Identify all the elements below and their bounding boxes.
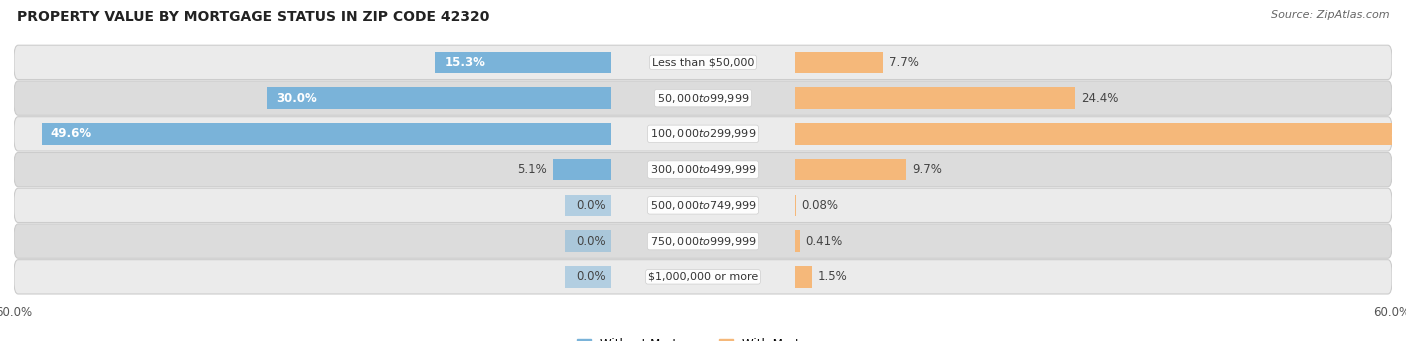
Bar [794, 159, 907, 180]
Text: $100,000 to $299,999: $100,000 to $299,999 [650, 127, 756, 140]
Bar [436, 51, 612, 73]
Text: 24.4%: 24.4% [1081, 92, 1118, 105]
Text: 56.2%: 56.2% [1391, 127, 1406, 140]
Text: 0.0%: 0.0% [576, 199, 606, 212]
Text: 30.0%: 30.0% [276, 92, 316, 105]
Bar [794, 87, 1076, 109]
Bar [565, 231, 612, 252]
Bar [794, 51, 883, 73]
FancyBboxPatch shape [14, 117, 1392, 151]
Bar [553, 159, 612, 180]
Text: 9.7%: 9.7% [912, 163, 942, 176]
Text: $300,000 to $499,999: $300,000 to $499,999 [650, 163, 756, 176]
Text: 0.08%: 0.08% [801, 199, 838, 212]
FancyBboxPatch shape [14, 152, 1392, 187]
Text: Less than $50,000: Less than $50,000 [652, 57, 754, 68]
Text: $750,000 to $999,999: $750,000 to $999,999 [650, 235, 756, 248]
Text: $1,000,000 or more: $1,000,000 or more [648, 272, 758, 282]
Text: 7.7%: 7.7% [889, 56, 920, 69]
Text: 15.3%: 15.3% [444, 56, 485, 69]
Text: 49.6%: 49.6% [51, 127, 91, 140]
Bar [794, 266, 813, 287]
FancyBboxPatch shape [14, 188, 1392, 223]
Text: 0.0%: 0.0% [576, 235, 606, 248]
FancyBboxPatch shape [14, 45, 1392, 79]
Bar [794, 123, 1406, 145]
Text: $500,000 to $749,999: $500,000 to $749,999 [650, 199, 756, 212]
Text: 0.0%: 0.0% [576, 270, 606, 283]
FancyBboxPatch shape [14, 224, 1392, 258]
Bar [42, 123, 612, 145]
Legend: Without Mortgage, With Mortgage: Without Mortgage, With Mortgage [576, 338, 830, 341]
FancyBboxPatch shape [14, 260, 1392, 294]
Bar [794, 231, 800, 252]
Text: 0.41%: 0.41% [806, 235, 842, 248]
Bar [565, 266, 612, 287]
Text: 1.5%: 1.5% [818, 270, 848, 283]
FancyBboxPatch shape [14, 81, 1392, 115]
Text: Source: ZipAtlas.com: Source: ZipAtlas.com [1271, 10, 1389, 20]
Bar [267, 87, 612, 109]
Text: 5.1%: 5.1% [517, 163, 547, 176]
Text: $50,000 to $99,999: $50,000 to $99,999 [657, 92, 749, 105]
Text: PROPERTY VALUE BY MORTGAGE STATUS IN ZIP CODE 42320: PROPERTY VALUE BY MORTGAGE STATUS IN ZIP… [17, 10, 489, 24]
Bar [565, 195, 612, 216]
